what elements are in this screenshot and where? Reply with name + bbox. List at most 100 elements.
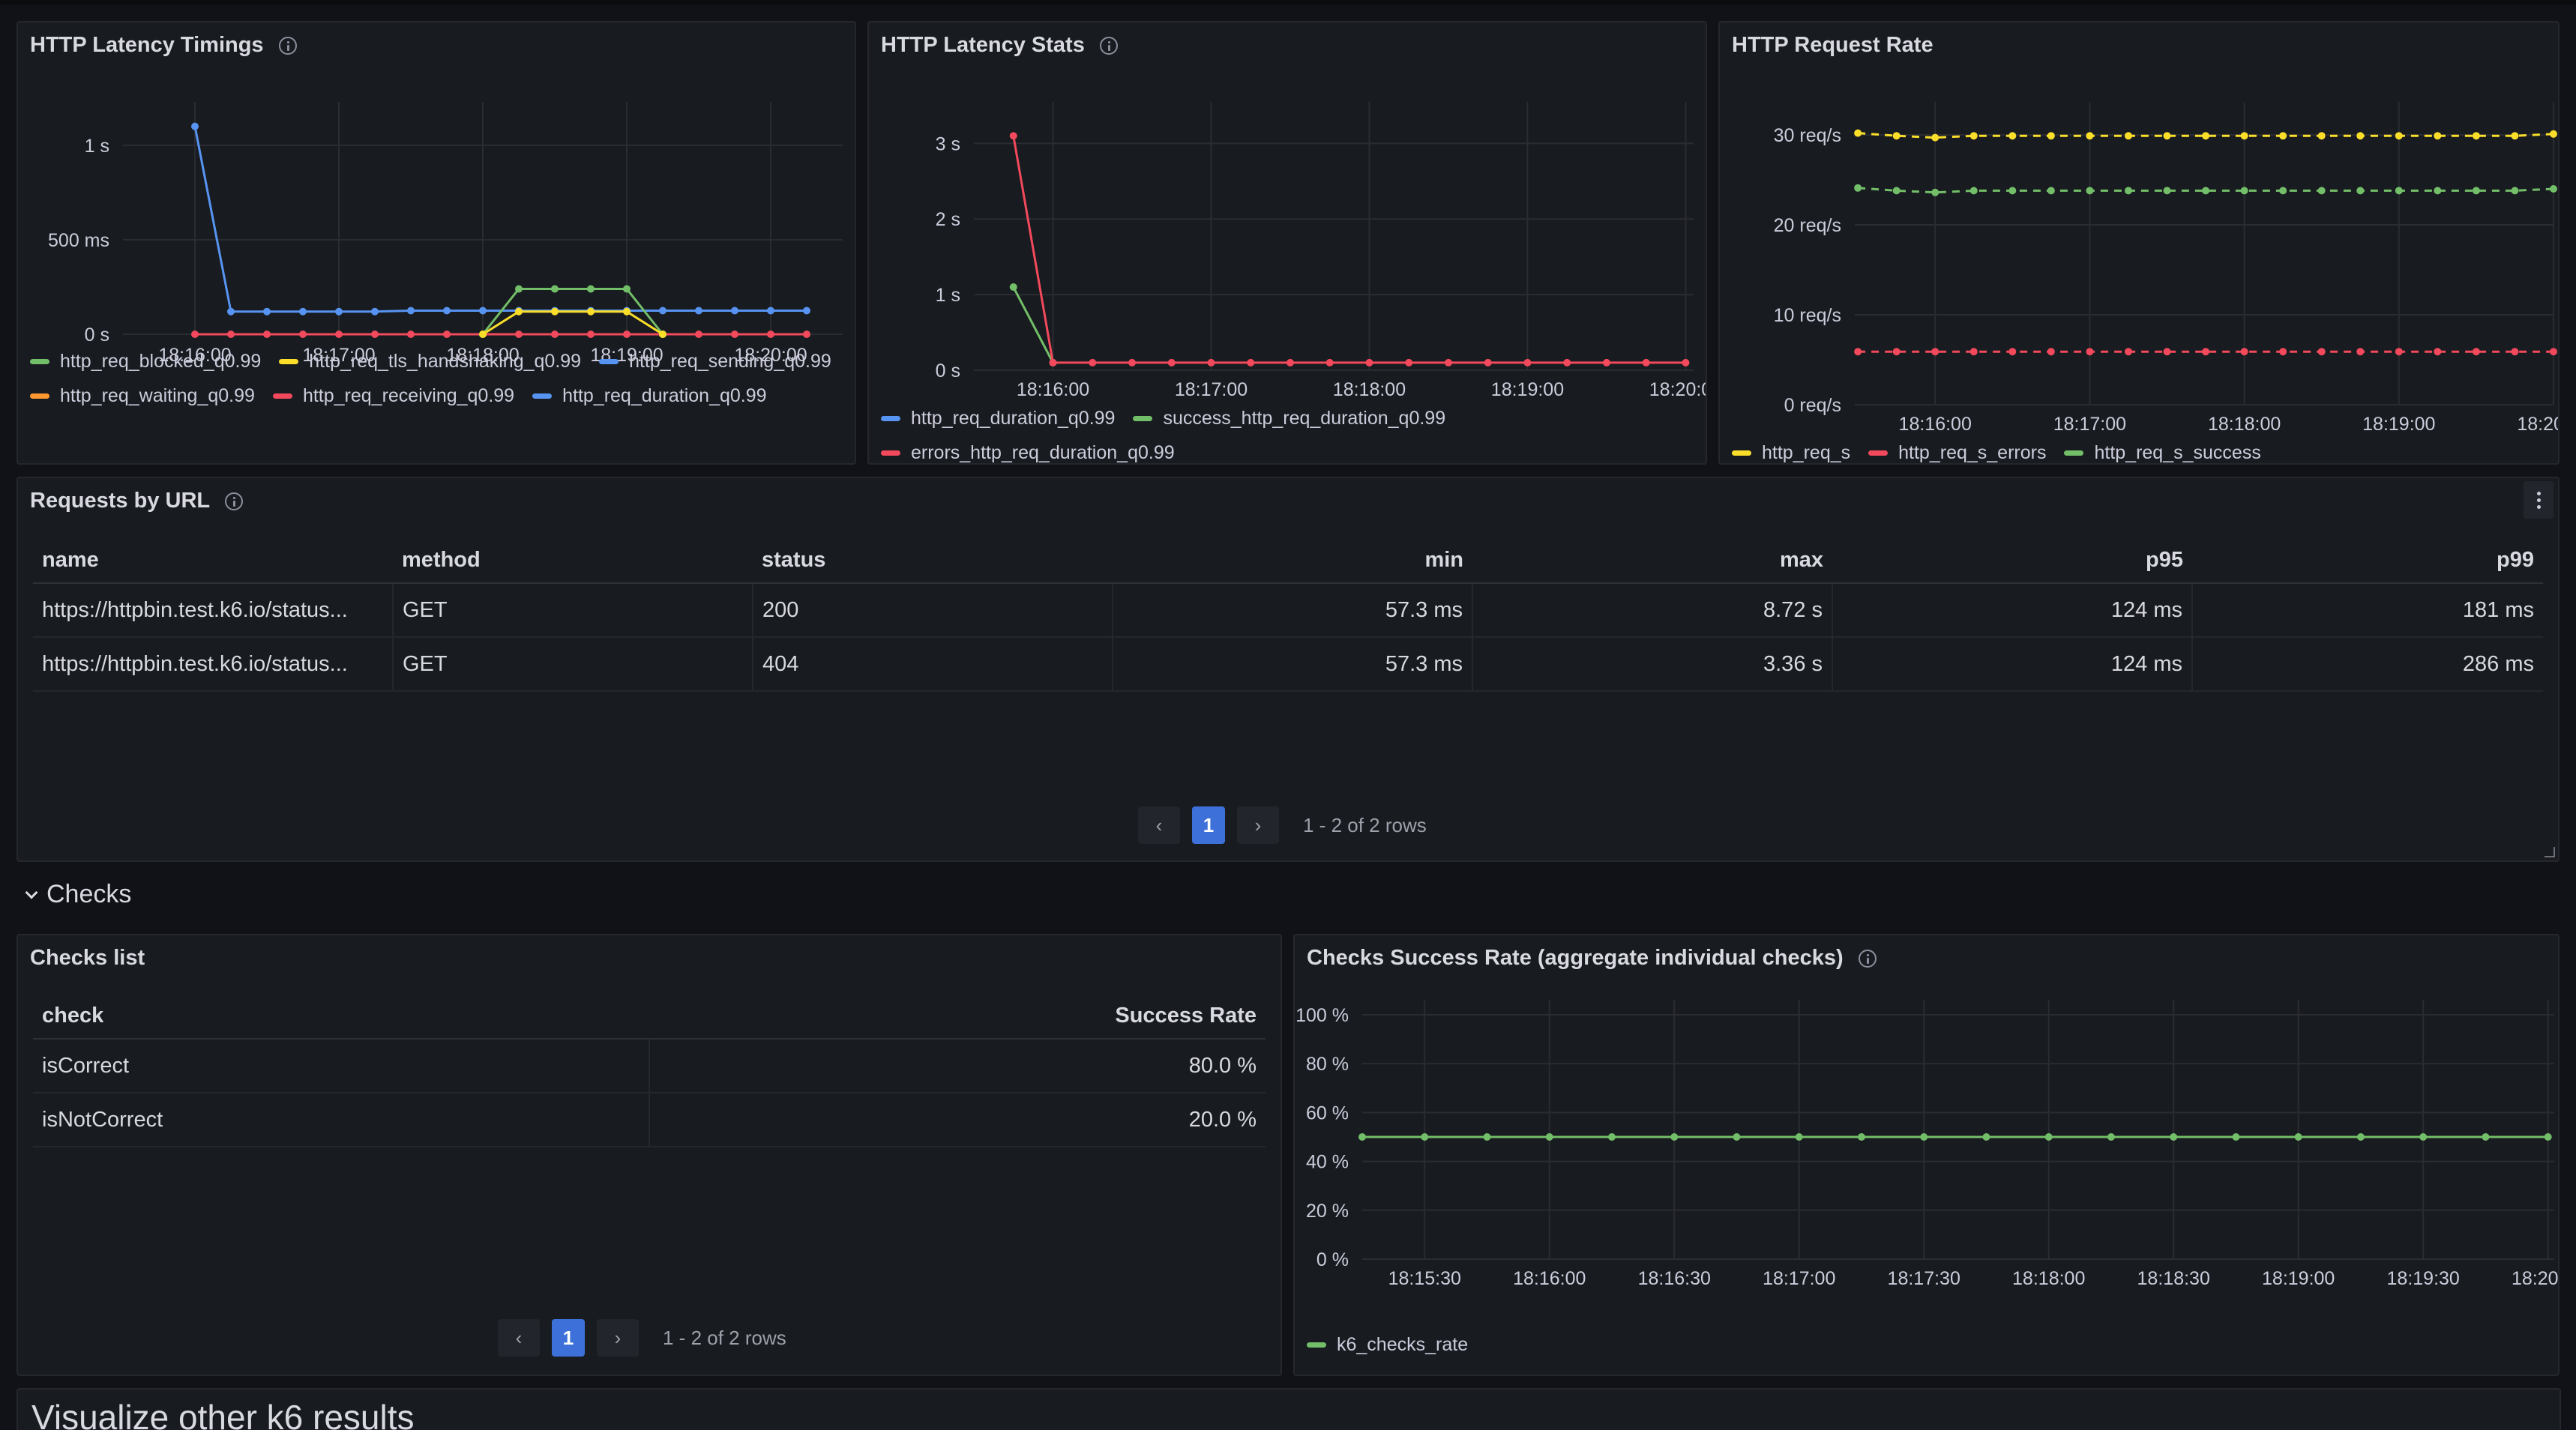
panel-title: Requests by URL	[30, 489, 244, 513]
x-tick-label: 18:16:00	[1899, 414, 1972, 435]
data-point	[1602, 358, 1610, 366]
y-tick-label: 1 s	[85, 136, 109, 157]
legend-item[interactable]: http_req_receiving_q0.99	[272, 384, 514, 408]
checks-success-chart[interactable]: 0 % 20 % 40 % 60 % 80 % 100 % 18:15:30 18:16:00…	[1295, 988, 2560, 1370]
data-point	[1009, 283, 1017, 292]
panel-requests-by-url: Requests by URL name method status min m…	[16, 477, 2560, 862]
legend-swatch	[1732, 450, 1751, 456]
legend-item[interactable]: k6_checks_rate	[1307, 1333, 1468, 1357]
legend-item[interactable]: http_req_s_errors	[1868, 441, 2046, 463]
data-point	[2047, 348, 2055, 356]
data-point	[767, 331, 774, 338]
data-point	[2317, 132, 2326, 140]
legend-label: http_req_sending_q0.99	[629, 350, 831, 372]
data-point	[2124, 132, 2132, 140]
legend-item[interactable]: http_req_sending_q0.99	[599, 349, 831, 373]
legend-item[interactable]: errors_http_req_duration_q0.99	[881, 441, 1175, 463]
legend-swatch	[279, 358, 299, 364]
checks-table: check Success Rate isCorrect 80.0 % isNo…	[33, 994, 1266, 1147]
data-point	[2434, 348, 2442, 356]
next-page-button[interactable]: ›	[1237, 806, 1279, 844]
chart-legend: http_req_blocked_q0.99 http_req_tls_hands…	[30, 349, 847, 408]
prev-page-button[interactable]: ‹	[498, 1319, 540, 1357]
data-point	[2419, 1133, 2428, 1141]
column-header-name[interactable]: name	[33, 538, 393, 584]
data-point	[2279, 348, 2287, 356]
info-icon[interactable]	[225, 492, 244, 510]
data-point	[1892, 348, 1901, 356]
legend-item[interactable]: http_req_blocked_q0.99	[30, 349, 261, 373]
cell-method: GET	[392, 637, 753, 692]
panel-resize-handle[interactable]	[2545, 847, 2555, 857]
column-header-max[interactable]: max	[1472, 538, 1832, 584]
legend-label: http_req_s	[1762, 441, 1851, 463]
data-point	[2124, 187, 2132, 195]
data-point	[2294, 1133, 2302, 1141]
data-point	[263, 307, 271, 316]
latency-stats-chart[interactable]: 0 s 1 s 2 s 3 s 18:16:00 18:17:00 18:18:00 18:1…	[869, 75, 1707, 420]
data-point	[659, 307, 666, 315]
cell-p99: 181 ms	[2191, 583, 2543, 638]
legend-item[interactable]: http_req_s_success	[2064, 441, 2261, 463]
data-point	[2202, 132, 2210, 140]
data-point	[1969, 187, 1978, 195]
prev-page-button[interactable]: ‹	[1138, 806, 1180, 844]
column-header-p99[interactable]: p99	[2192, 538, 2543, 584]
panel-http-request-rate: HTTP Request Rate 0 req/s 10 req/s 20 req/…	[1718, 21, 2560, 465]
data-point	[2279, 187, 2287, 195]
cell-success-rate: 20.0 %	[648, 1093, 1266, 1147]
legend-item[interactable]: http_req_duration_q0.99	[532, 384, 767, 408]
data-point	[1483, 1133, 1491, 1141]
data-point	[2240, 132, 2248, 140]
x-tick-label: 18:17:30	[1888, 1268, 1960, 1289]
column-header-min[interactable]: min	[1113, 538, 1472, 584]
request-rate-chart[interactable]: 0 req/s 10 req/s 20 req/s 30 req/s 18:16:00 1…	[1720, 75, 2560, 457]
data-point	[2086, 132, 2094, 140]
cell-name: https://httpbin.test.k6.io/status...	[33, 583, 393, 638]
data-point	[371, 331, 379, 338]
column-header-method[interactable]: method	[393, 538, 753, 584]
data-point	[1931, 133, 1939, 142]
data-point	[1892, 187, 1901, 195]
page-1-button[interactable]: 1	[1192, 806, 1225, 844]
info-icon[interactable]	[278, 36, 297, 55]
x-tick-label: 18:18:00	[1333, 379, 1406, 400]
data-point	[2472, 132, 2480, 140]
data-point	[803, 331, 810, 338]
column-header-p95[interactable]: p95	[1832, 538, 2192, 584]
legend-item[interactable]: http_req_s	[1732, 441, 1851, 463]
page-1-button[interactable]: 1	[552, 1319, 585, 1357]
cell-name: https://httpbin.test.k6.io/status...	[33, 637, 393, 692]
data-point	[2086, 187, 2094, 195]
x-tick-label: 18:17:00	[302, 345, 375, 366]
legend-item[interactable]: success_http_req_duration_q0.99	[1133, 406, 1445, 430]
legend-item[interactable]: http_req_duration_q0.99	[881, 406, 1115, 430]
requests-table: name method status min max p95 p99 https…	[33, 538, 2543, 692]
column-header-success-rate[interactable]: Success Rate	[649, 994, 1266, 1040]
data-point	[2472, 187, 2480, 195]
data-point	[2047, 132, 2055, 140]
x-tick-label: 18:15:30	[1388, 1268, 1461, 1289]
panel-menu-icon[interactable]	[2524, 481, 2554, 519]
legend-item[interactable]: http_req_tls_handshaking_q0.99	[279, 349, 581, 373]
y-tick-label: 40 %	[1306, 1152, 1349, 1173]
panel-title: Checks list	[30, 946, 145, 971]
info-icon[interactable]	[1858, 949, 1877, 968]
info-icon[interactable]	[1099, 36, 1118, 55]
legend-item[interactable]: http_req_waiting_q0.99	[30, 384, 255, 408]
next-page-button[interactable]: ›	[597, 1319, 639, 1357]
row-header-checks[interactable]: Checks	[25, 880, 131, 909]
data-point	[587, 285, 595, 293]
column-header-check[interactable]: check	[33, 994, 649, 1040]
data-point	[2434, 132, 2442, 140]
data-point	[2550, 348, 2557, 356]
legend-swatch	[1307, 1342, 1326, 1348]
data-point	[515, 285, 523, 293]
x-tick-label: 18:16:00	[1513, 1268, 1586, 1289]
legend-swatch	[1133, 415, 1153, 421]
data-point	[2544, 1133, 2552, 1141]
column-header-status[interactable]: status	[753, 538, 1113, 584]
y-tick-label: 0 %	[1316, 1249, 1349, 1270]
table-pagination: ‹ 1 › 1 - 2 of 2 rows	[498, 1319, 786, 1357]
